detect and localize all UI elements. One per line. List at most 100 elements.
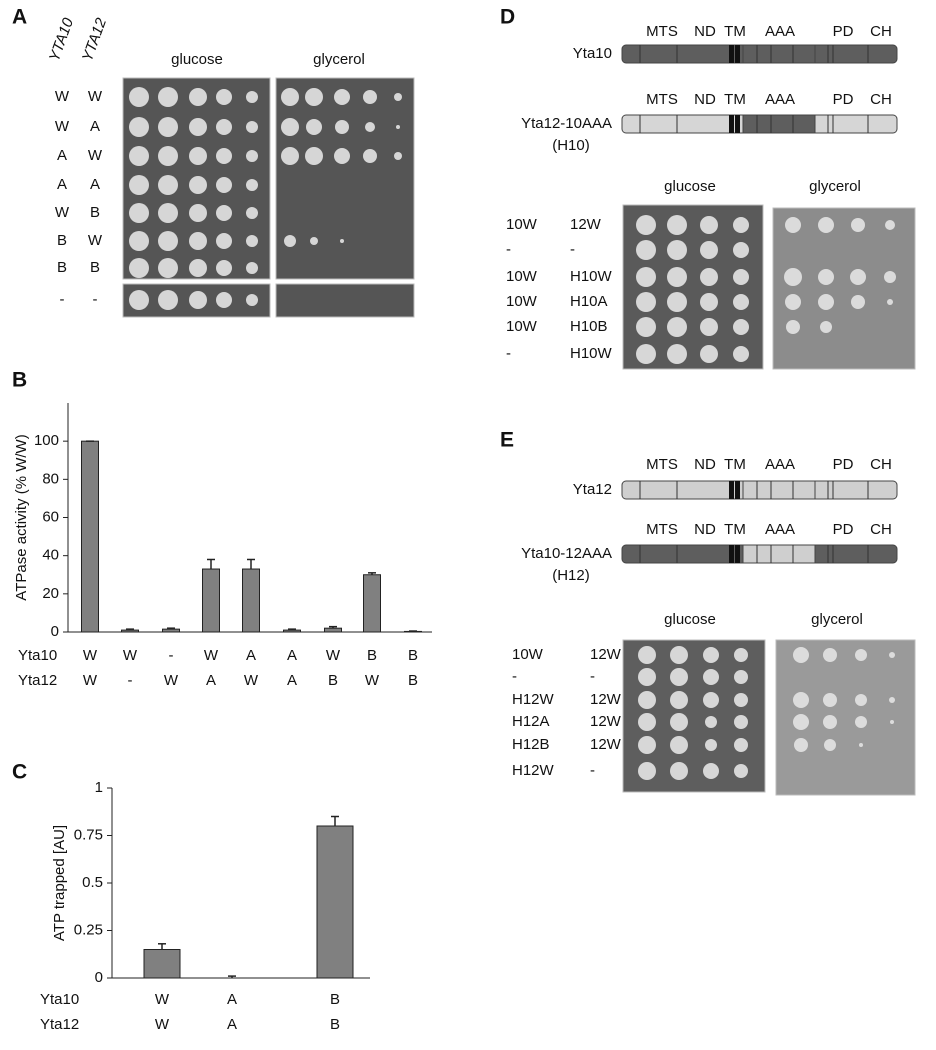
- domain-aaa: [742, 114, 816, 134]
- growth-spot: [189, 204, 207, 222]
- growth-spot: [216, 292, 232, 308]
- growth-spot: [700, 293, 718, 311]
- growth-spot: [216, 233, 232, 249]
- growth-spot: [158, 117, 178, 137]
- growth-spot: [703, 763, 719, 779]
- growth-spot: [733, 319, 749, 335]
- x-tick-label: A: [246, 647, 256, 664]
- growth-spot: [189, 291, 207, 309]
- domain-label: AAA: [765, 91, 795, 108]
- domain-tm: [735, 545, 740, 563]
- growth-spot: [733, 346, 749, 362]
- error-bar: [228, 975, 236, 978]
- growth-spot: [246, 91, 258, 103]
- growth-spot: [129, 87, 149, 107]
- category-row-label: Yta12: [18, 672, 57, 689]
- construct-name: Yta12-10AAA: [521, 115, 612, 132]
- growth-spot: [700, 216, 718, 234]
- growth-spot: [887, 299, 893, 305]
- growth-spot: [246, 294, 258, 306]
- x-tick-label: A: [227, 991, 237, 1008]
- bar: [316, 825, 354, 979]
- plate: [772, 207, 916, 370]
- growth-spot: [818, 269, 834, 285]
- domain-label: TM: [724, 521, 746, 538]
- growth-spot: [793, 714, 809, 730]
- domain-label: CH: [870, 456, 892, 473]
- domain-label: MTS: [646, 23, 678, 40]
- growth-spot: [784, 268, 802, 286]
- growth-spot: [281, 118, 299, 136]
- domain-label: MTS: [646, 456, 678, 473]
- strain-genotype: W: [55, 88, 70, 105]
- domain-label: AAA: [765, 23, 795, 40]
- error-bar: [288, 628, 296, 631]
- strain-genotype: A: [57, 147, 67, 164]
- domain-label: MTS: [646, 91, 678, 108]
- x-tick-label: A: [287, 647, 297, 664]
- domain-label: ND: [694, 521, 716, 538]
- growth-spot: [889, 652, 895, 658]
- strain-genotype: B: [57, 259, 67, 276]
- domain-tm: [729, 545, 734, 563]
- growth-spot: [705, 739, 717, 751]
- x-tick-label: W: [155, 991, 170, 1008]
- growth-spot: [734, 738, 748, 752]
- growth-spot: [158, 290, 178, 310]
- growth-spot: [890, 720, 894, 724]
- category-row-label: Yta10: [18, 647, 57, 664]
- strain-genotype: 12W: [590, 691, 622, 708]
- growth-spot: [305, 88, 323, 106]
- domain-tm: [735, 115, 740, 133]
- error-bar: [247, 558, 255, 570]
- growth-spot: [818, 294, 834, 310]
- domain-tm: [729, 45, 734, 63]
- growth-spot: [189, 232, 207, 250]
- domain-label: TM: [724, 91, 746, 108]
- x-tick-label: B: [408, 672, 418, 689]
- growth-spot: [705, 716, 717, 728]
- domain-label: ND: [694, 456, 716, 473]
- growth-spot: [281, 147, 299, 165]
- growth-spot: [703, 669, 719, 685]
- medium-label: glucose: [664, 178, 716, 195]
- growth-spot: [396, 125, 400, 129]
- plate: [275, 283, 415, 318]
- bar: [324, 627, 342, 633]
- growth-spot: [189, 259, 207, 277]
- growth-spot: [158, 146, 178, 166]
- y-tick-label: 0: [51, 623, 59, 640]
- x-tick-label: A: [206, 672, 216, 689]
- domain-aaa: [742, 544, 816, 564]
- growth-spot: [734, 670, 748, 684]
- growth-spot: [850, 269, 866, 285]
- growth-spot: [340, 239, 344, 243]
- growth-spot: [734, 648, 748, 662]
- medium-label: glucose: [171, 51, 223, 68]
- growth-spot: [820, 321, 832, 333]
- growth-spot: [284, 235, 296, 247]
- growth-spot: [855, 649, 867, 661]
- growth-spot: [636, 344, 656, 364]
- strain-genotype: -: [512, 668, 517, 685]
- domain-aaa: [742, 480, 816, 500]
- growth-spot: [636, 240, 656, 260]
- growth-spot: [394, 93, 402, 101]
- growth-spot: [670, 691, 688, 709]
- growth-spot: [305, 147, 323, 165]
- domain-label: ND: [694, 23, 716, 40]
- growth-spot: [889, 697, 895, 703]
- growth-spot: [851, 218, 865, 232]
- growth-spot: [638, 668, 656, 686]
- domain-tm: [729, 481, 734, 499]
- x-tick-label: W: [83, 672, 98, 689]
- growth-spot: [306, 119, 322, 135]
- domain-aaa: [742, 44, 816, 64]
- y-axis-label: ATP trapped [AU]: [51, 825, 68, 941]
- domain-label: PD: [833, 91, 854, 108]
- error-bar: [207, 558, 215, 570]
- strain-genotype: 10W: [506, 318, 538, 335]
- error-bar: [158, 943, 166, 950]
- growth-spot: [246, 179, 258, 191]
- growth-spot: [884, 271, 896, 283]
